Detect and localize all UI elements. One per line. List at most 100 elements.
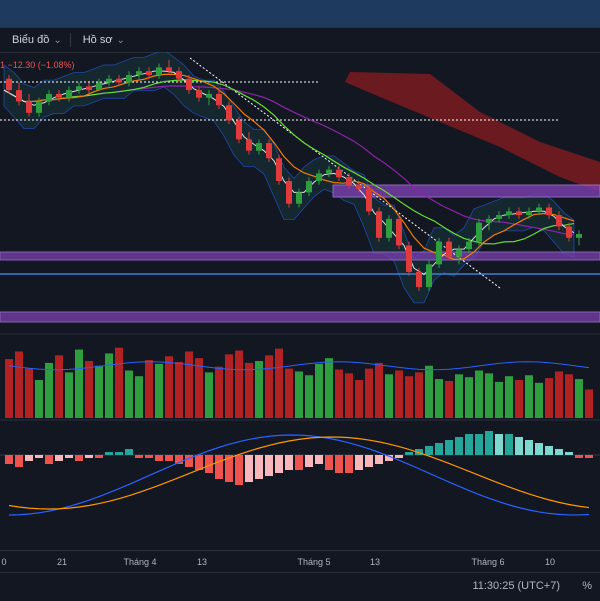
candle-body bbox=[36, 101, 42, 113]
volume-bar bbox=[125, 370, 133, 418]
macd-histogram-bar bbox=[355, 455, 363, 470]
candle-body bbox=[316, 173, 322, 181]
volume-ma-line bbox=[8, 361, 590, 371]
macd-histogram-bar bbox=[535, 443, 543, 455]
x-tick-label: Tháng 5 bbox=[297, 557, 331, 567]
volume-bar bbox=[35, 380, 43, 418]
volume-bar bbox=[135, 376, 143, 418]
candle-body bbox=[326, 169, 332, 174]
volume-bar bbox=[95, 365, 103, 418]
candle-body bbox=[376, 211, 382, 238]
ichimoku-cloud bbox=[345, 72, 600, 192]
macd-histogram-bar bbox=[545, 446, 553, 455]
macd-histogram-bar bbox=[255, 455, 263, 479]
macd-histogram-bar bbox=[345, 455, 353, 473]
macd-histogram-bar bbox=[415, 449, 423, 455]
candle-body bbox=[476, 222, 482, 242]
menu-bar: Biểu đồ ⌄ Hồ sơ ⌄ bbox=[0, 28, 600, 53]
chevron-down-icon: ⌄ bbox=[53, 34, 62, 46]
ma-line-orange bbox=[3, 73, 575, 261]
candle-body bbox=[76, 86, 82, 91]
macd-histogram-bar bbox=[515, 437, 523, 455]
volume-bar bbox=[535, 382, 543, 418]
menu-profile[interactable]: Hồ sơ ⌄ bbox=[71, 34, 133, 46]
candle-body bbox=[216, 93, 222, 106]
menu-chart-label: Biểu đồ bbox=[12, 34, 50, 46]
volume-bar bbox=[155, 363, 163, 418]
volume-bar bbox=[215, 366, 223, 418]
candle-body bbox=[506, 211, 512, 216]
x-tick-label: 0 bbox=[1, 557, 7, 567]
macd-signal-line bbox=[8, 436, 590, 510]
candle-body bbox=[246, 139, 252, 151]
candle-body bbox=[96, 82, 102, 91]
volume-bar bbox=[305, 375, 313, 418]
volume-bar bbox=[65, 372, 73, 418]
candle-body bbox=[346, 177, 352, 185]
volume-bar bbox=[355, 380, 363, 418]
volume-bar bbox=[375, 362, 383, 418]
volume-bar bbox=[265, 355, 273, 418]
macd-histogram-bar bbox=[465, 434, 473, 455]
volume-bar bbox=[345, 373, 353, 418]
volume-bar bbox=[245, 362, 253, 418]
volume-bar bbox=[175, 361, 183, 418]
volume-bar bbox=[445, 380, 453, 418]
macd-histogram-bar bbox=[175, 455, 183, 464]
volume-bar bbox=[435, 379, 443, 418]
macd-histogram-bar bbox=[405, 452, 413, 455]
lower-zone bbox=[0, 311, 600, 323]
volume-bar bbox=[495, 381, 503, 418]
volume-bar bbox=[45, 362, 53, 418]
volume-bar bbox=[295, 371, 303, 418]
candle-body bbox=[296, 192, 302, 204]
top-header-bar bbox=[0, 0, 600, 28]
macd-histogram-bar bbox=[55, 455, 63, 461]
candle-body bbox=[56, 93, 62, 98]
macd-histogram-bar bbox=[485, 431, 493, 455]
macd-histogram-bar bbox=[75, 455, 83, 461]
macd-histogram-bar bbox=[445, 440, 453, 455]
chart-svg[interactable] bbox=[0, 49, 600, 550]
volume-bar bbox=[335, 369, 343, 418]
series-legend: 1 −12.30 (−1.08%) bbox=[0, 60, 75, 70]
macd-histogram-bar bbox=[295, 455, 303, 470]
candle-body bbox=[516, 211, 522, 216]
volume-bar bbox=[85, 361, 93, 418]
candle-body bbox=[176, 71, 182, 79]
menu-profile-label: Hồ sơ bbox=[82, 34, 113, 46]
volume-bar bbox=[235, 350, 243, 418]
candle-body bbox=[256, 143, 262, 151]
macd-histogram-bar bbox=[315, 455, 323, 464]
macd-histogram-bar bbox=[495, 434, 503, 455]
macd-histogram-bar bbox=[85, 455, 93, 458]
macd-histogram-bar bbox=[115, 452, 123, 455]
candle-body bbox=[106, 78, 112, 83]
chart-area[interactable] bbox=[0, 49, 600, 550]
macd-histogram-bar bbox=[385, 455, 393, 461]
x-tick-label: 21 bbox=[56, 557, 68, 567]
candle-body bbox=[156, 67, 162, 75]
volume-bar bbox=[485, 373, 493, 418]
macd-histogram-bar bbox=[575, 455, 583, 458]
volume-bar bbox=[505, 376, 513, 418]
candle-body bbox=[126, 74, 132, 83]
candle-body bbox=[236, 120, 242, 140]
chevron-down-icon: ⌄ bbox=[116, 34, 125, 46]
macd-histogram-bar bbox=[25, 455, 33, 461]
volume-bar bbox=[205, 372, 213, 418]
volume-bar bbox=[425, 365, 433, 418]
macd-histogram-bar bbox=[475, 434, 483, 455]
macd-histogram-bar bbox=[565, 452, 573, 455]
candle-body bbox=[526, 211, 532, 216]
macd-histogram-bar bbox=[5, 455, 13, 464]
candle-body bbox=[186, 78, 192, 91]
volume-bar bbox=[275, 348, 283, 418]
candle-body bbox=[86, 86, 92, 91]
macd-histogram-bar bbox=[15, 455, 23, 467]
macd-histogram-bar bbox=[235, 455, 243, 485]
clock-readout[interactable]: 11:30:25 (UTC+7) bbox=[472, 580, 560, 592]
menu-chart[interactable]: Biểu đồ ⌄ bbox=[0, 34, 70, 46]
percent-toggle[interactable]: % bbox=[582, 580, 592, 592]
candle-body bbox=[286, 181, 292, 204]
